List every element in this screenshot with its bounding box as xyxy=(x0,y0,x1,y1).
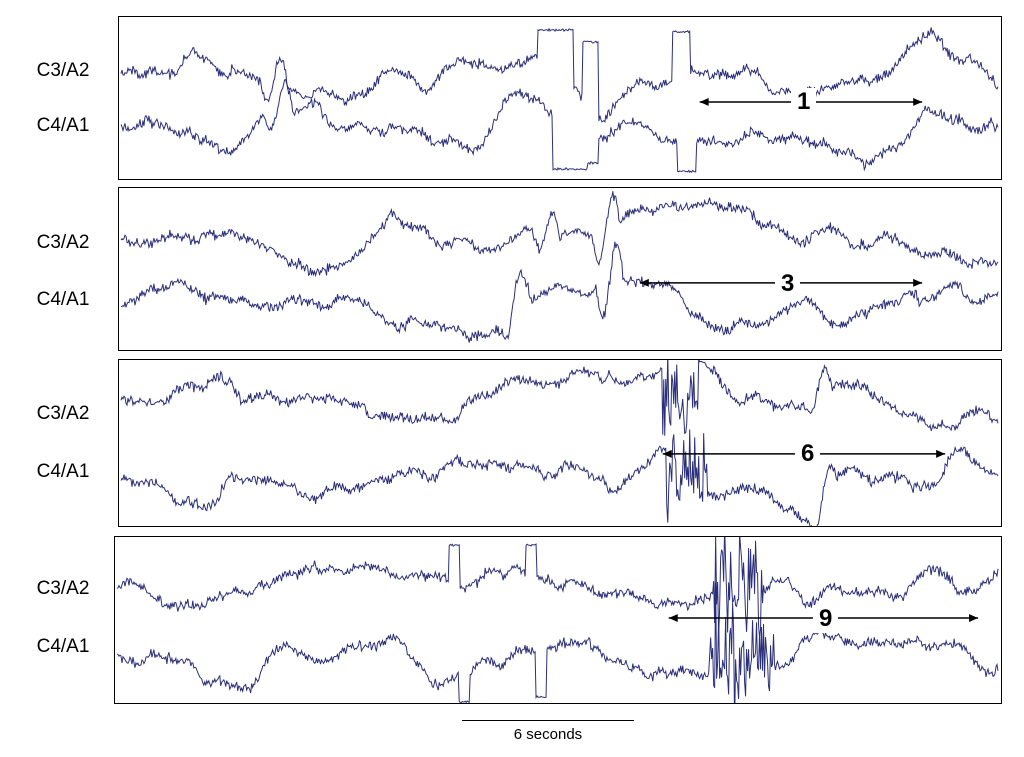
arrow-label-panel-4: 9 xyxy=(813,605,839,633)
channel-label-c3a2-panel3: C3/A2 xyxy=(36,403,90,424)
channel-label-c4a1-panel2: C4/A1 xyxy=(36,289,90,310)
eeg-traces-panel-1 xyxy=(120,27,999,174)
eeg-trace-channel-1 xyxy=(120,360,999,436)
eeg-traces-panel-3 xyxy=(120,360,999,526)
eeg-trace-channel-2 xyxy=(120,429,999,526)
eeg-trace-channel-2 xyxy=(116,582,999,703)
eeg-traces-panel-4 xyxy=(116,537,999,703)
channel-label-c4a1-panel1: C4/A1 xyxy=(36,115,90,136)
channel-label-c3a2-panel2: C3/A2 xyxy=(36,232,90,253)
time-scale-label: 6 seconds xyxy=(513,726,583,743)
eeg-trace-channel-1 xyxy=(116,537,999,637)
eeg-panel-4: 9 xyxy=(114,536,1002,704)
arrowhead-right-icon xyxy=(969,614,979,622)
channel-label-c4a1-panel4: C4/A1 xyxy=(36,636,90,657)
time-scale-bar xyxy=(462,720,634,721)
eeg-panel-3: 6 xyxy=(118,359,1002,527)
eeg-trace-channel-2 xyxy=(120,241,999,343)
eeg-trace-channel-1 xyxy=(120,27,999,123)
arrowhead-left-icon xyxy=(662,449,672,458)
channel-label-c3a2-panel1: C3/A2 xyxy=(36,60,90,81)
arrow-label-panel-2: 3 xyxy=(775,270,801,298)
eeg-trace-channel-2 xyxy=(120,79,999,174)
arrowhead-right-icon xyxy=(936,449,946,458)
arrowhead-left-icon xyxy=(639,278,649,287)
channel-label-c4a1-panel3: C4/A1 xyxy=(36,461,90,482)
eeg-trace-channel-1 xyxy=(120,191,999,278)
arrow-label-panel-3: 6 xyxy=(795,440,821,468)
channel-label-c3a2-panel4: C3/A2 xyxy=(36,578,90,599)
arrowhead-left-icon xyxy=(699,98,709,106)
eeg-panel-1: 1 xyxy=(118,16,1002,180)
arrowhead-right-icon xyxy=(913,278,923,287)
eeg-traces-panel-2 xyxy=(120,191,999,343)
arrow-label-panel-1: 1 xyxy=(791,88,817,116)
eeg-panel-2: 3 xyxy=(118,187,1002,351)
arrowhead-left-icon xyxy=(668,614,678,622)
arrowhead-right-icon xyxy=(913,98,923,106)
